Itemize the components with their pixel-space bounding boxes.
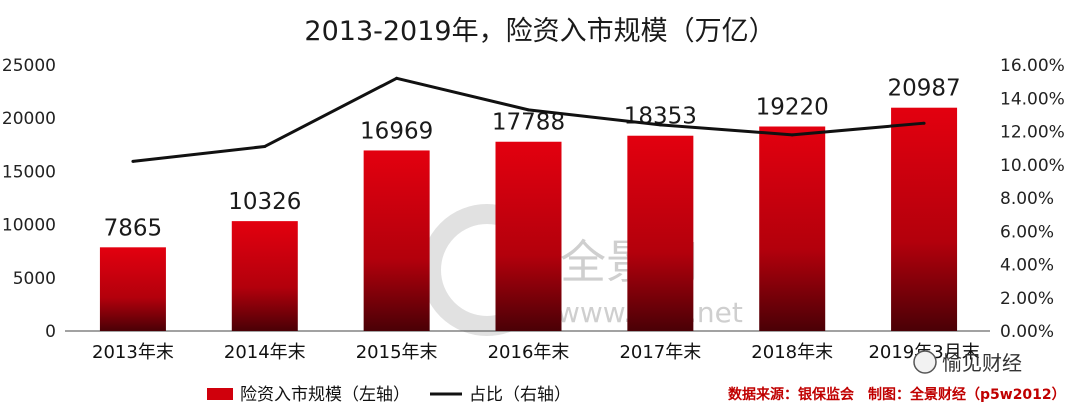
chart-title: 2013-2019年，险资入市规模（万亿） (304, 16, 775, 47)
right-axis-ticks: 0.00% 2.00% 4.00% 6.00% 8.00% 10.00% 12.00% 14.… (1000, 56, 1065, 342)
line-point (790, 133, 794, 137)
wechat-badge: 愉见财经 (913, 350, 1022, 375)
category-label: 2018年末 (751, 342, 833, 363)
watermark: 全景网 www.p5w.net (421, 204, 743, 336)
wechat-badge-label: 愉见财经 (942, 351, 1022, 375)
left-tick-label: 15000 (2, 162, 56, 182)
line-point (658, 123, 662, 127)
right-tick-label: 12.00% (1000, 123, 1065, 143)
line-point (263, 144, 267, 148)
category-label: 2016年末 (488, 342, 570, 363)
line-point (395, 76, 399, 80)
left-tick-label: 20000 (2, 109, 56, 129)
bar-value-label: 19220 (756, 94, 829, 120)
bar (363, 150, 430, 331)
bar (231, 221, 298, 331)
right-tick-label: 4.00% (1000, 256, 1054, 276)
left-tick-label: 25000 (2, 56, 56, 76)
line-point (922, 121, 926, 125)
bar-value-label: 20987 (887, 76, 960, 102)
line-point (131, 159, 135, 163)
source-note: 数据来源：银保监会 制图：全景财经（p5w2012） (728, 386, 1066, 403)
bar (759, 126, 826, 331)
category-label: 2013年末 (92, 342, 174, 363)
category-label: 2015年末 (356, 342, 438, 363)
bar-value-label: 16969 (360, 118, 433, 144)
bar-value-label: 7865 (104, 215, 163, 241)
category-label: 2017年末 (619, 342, 701, 363)
right-tick-label: 2.00% (1000, 289, 1054, 309)
right-tick-label: 10.00% (1000, 156, 1065, 176)
bar (495, 141, 562, 331)
left-tick-label: 10000 (2, 216, 56, 236)
bars (99, 107, 958, 331)
category-label: 2014年末 (224, 342, 306, 363)
line-point (527, 108, 530, 112)
wechat-icon (913, 350, 937, 374)
legend-label-bar: 险资入市规模（左轴） (240, 385, 410, 405)
bar (99, 247, 166, 331)
bar-value-label: 10326 (228, 189, 301, 215)
category-labels: 2013年末2014年末2015年末2016年末2017年末2018年末2019… (92, 342, 980, 363)
right-tick-label: 16.00% (1000, 56, 1065, 76)
left-tick-label: 5000 (13, 269, 56, 289)
right-tick-label: 6.00% (1000, 222, 1054, 242)
legend: 险资入市规模（左轴） 占比（右轴） (207, 385, 571, 405)
bar (627, 135, 694, 331)
right-tick-label: 8.00% (1000, 189, 1054, 209)
right-tick-label: 0.00% (1000, 322, 1054, 342)
left-tick-label: 0 (45, 322, 56, 342)
legend-swatch-bar (207, 388, 233, 400)
left-axis-ticks: 0 5000 10000 15000 20000 25000 (2, 56, 56, 342)
right-tick-label: 14.00% (1000, 89, 1065, 109)
line-series (131, 76, 926, 163)
bar (891, 107, 958, 331)
legend-label-line: 占比（右轴） (469, 385, 571, 405)
